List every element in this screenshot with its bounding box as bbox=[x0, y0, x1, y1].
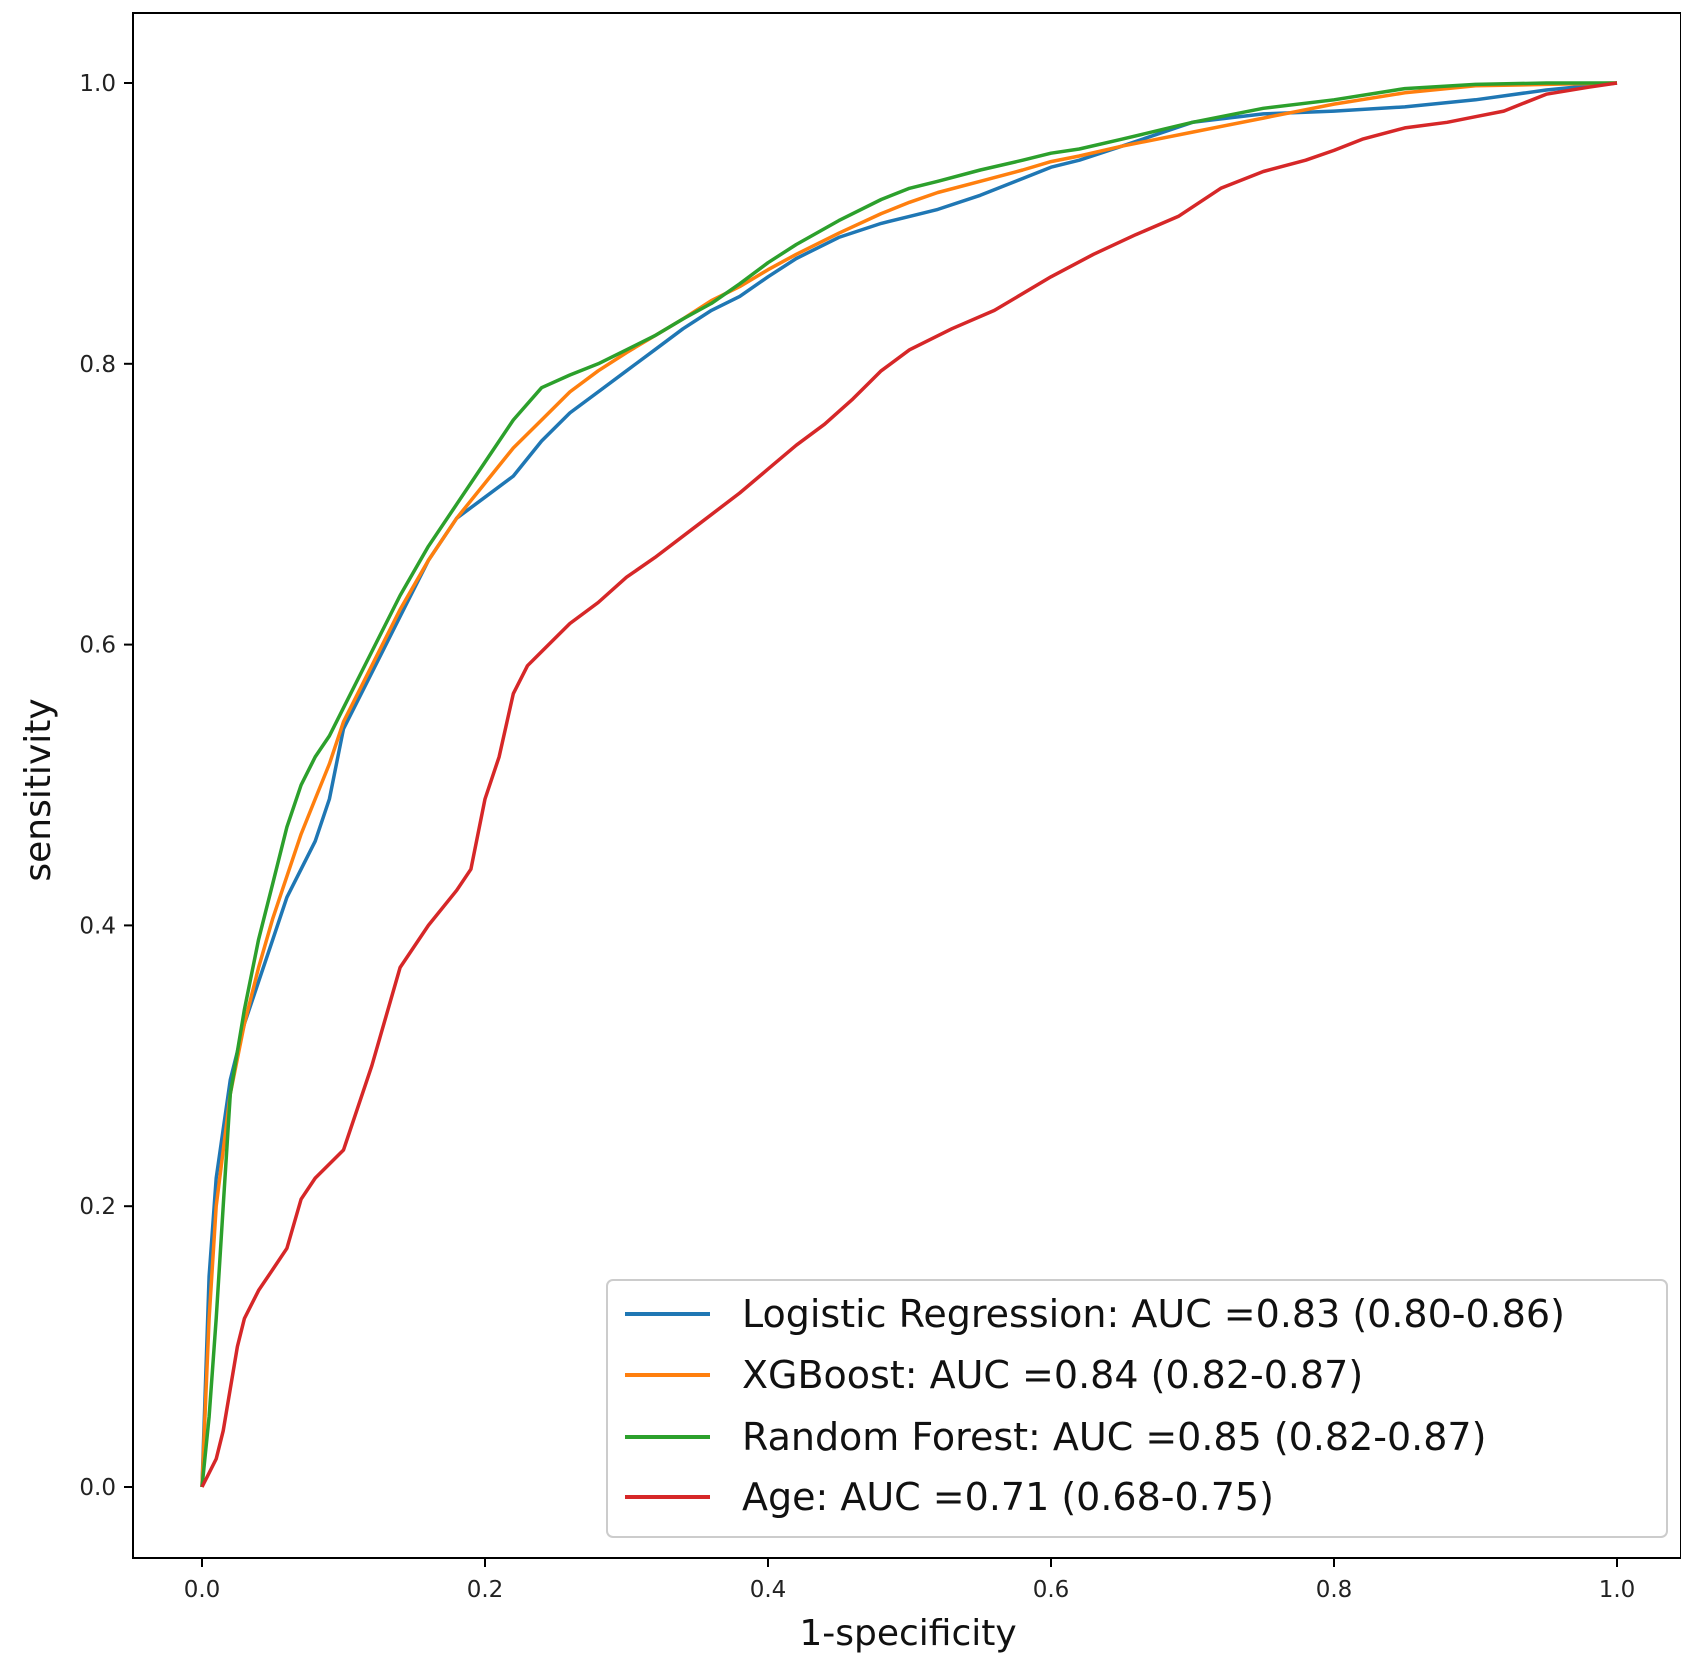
y-axis-label: sensitivity bbox=[18, 698, 59, 881]
y-tick-label: 1.0 bbox=[79, 71, 116, 97]
x-tick-label: 1.0 bbox=[1599, 1577, 1636, 1603]
x-tick-label: 0.8 bbox=[1316, 1577, 1353, 1603]
series-line-age bbox=[200, 81, 1618, 1488]
y-tick-label: 0.6 bbox=[79, 633, 116, 659]
y-tick-label: 0.0 bbox=[79, 1475, 116, 1501]
x-axis-label: 1-specificity bbox=[799, 1613, 1016, 1654]
y-tick-label: 0.8 bbox=[79, 352, 116, 378]
x-tick-label: 0.4 bbox=[750, 1577, 787, 1603]
legend-label-xgboost: XGBoost: AUC =0.84 (0.82-0.87) bbox=[742, 1353, 1363, 1397]
legend: Logistic Regression: AUC =0.83 (0.80-0.8… bbox=[606, 1279, 1668, 1538]
x-tick-label: 0.6 bbox=[1033, 1577, 1070, 1603]
legend-label-logistic-regression: Logistic Regression: AUC =0.83 (0.80-0.8… bbox=[742, 1292, 1565, 1336]
x-axis-ticks: 0.0 0.2 0.4 0.6 0.8 1.0 bbox=[184, 1558, 1636, 1603]
legend-label-random-forest: Random Forest: AUC =0.85 (0.82-0.87) bbox=[742, 1415, 1486, 1459]
y-axis-ticks: 0.0 0.2 0.4 0.6 0.8 1.0 bbox=[79, 71, 133, 1501]
series-lines bbox=[200, 81, 1618, 1488]
series-line-random-forest bbox=[200, 81, 1617, 1488]
y-tick-label: 0.4 bbox=[79, 913, 116, 939]
x-tick-label: 0.0 bbox=[184, 1577, 221, 1603]
legend-label-age: Age: AUC =0.71 (0.68-0.75) bbox=[742, 1475, 1274, 1519]
legend-box bbox=[606, 1279, 1668, 1538]
x-tick-label: 0.2 bbox=[467, 1577, 504, 1603]
y-tick-label: 0.2 bbox=[79, 1194, 116, 1220]
